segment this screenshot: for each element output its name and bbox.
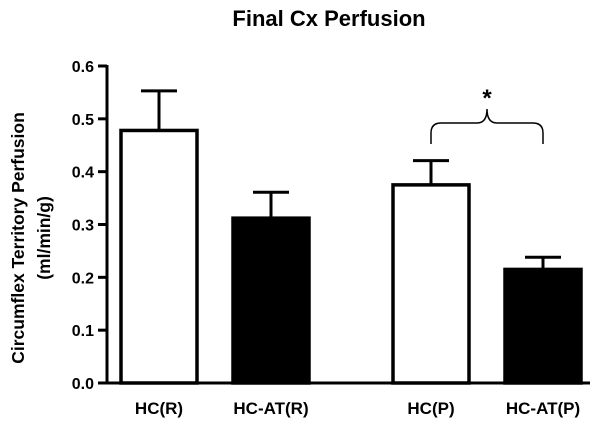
significance-star: * (482, 85, 492, 112)
y-tick-label: 0.5 (72, 112, 94, 129)
y-axis-label-line1: Circumflex Territory Perfusion (8, 112, 28, 364)
y-axis-label-line2: (ml/min/g) (34, 196, 54, 280)
bar (119, 128, 199, 385)
significance-bracket (430, 108, 544, 144)
x-tick-label: HC-AT(R) (233, 399, 308, 418)
y-tick-label: 0.1 (72, 323, 94, 340)
chart-title: Final Cx Perfusion (232, 6, 425, 31)
x-tick-label: HC(P) (407, 399, 454, 418)
y-tick-label: 0.4 (72, 165, 94, 182)
bar (503, 267, 583, 385)
y-tick-label: 0.0 (72, 376, 94, 393)
x-tick-label: HC(R) (135, 399, 183, 418)
y-tick-label: 0.6 (72, 59, 94, 76)
y-tick-label: 0.2 (72, 270, 94, 287)
significance-annotation: * (430, 85, 544, 144)
bars: HC(R) HC-AT(R) HC(P) HC-AT(P) (119, 89, 583, 418)
y-tick-label: 0.3 (72, 218, 94, 235)
bar (391, 183, 471, 385)
bar (231, 216, 311, 385)
x-tick-label: HC-AT(P) (506, 399, 580, 418)
